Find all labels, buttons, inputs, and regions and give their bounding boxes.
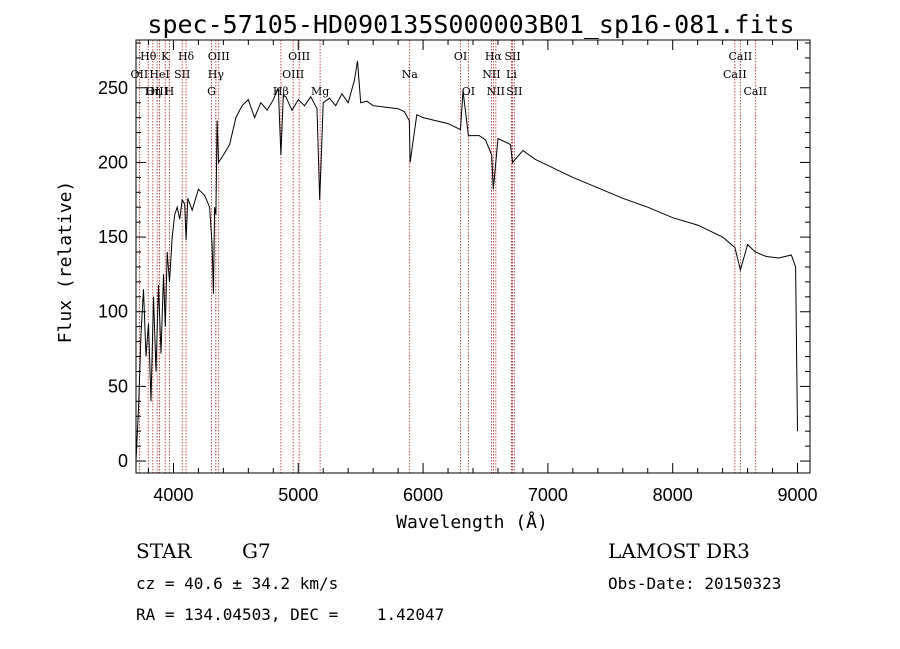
x-tick-label: 4000 — [153, 485, 193, 505]
spectral-line-label: CaII — [723, 68, 747, 81]
spectral-line-label: HeI — [149, 68, 169, 81]
spectral-line-label: Hβ — [273, 85, 289, 98]
y-tick-label: 150 — [98, 227, 128, 247]
spectral-line-label: OIII — [288, 50, 310, 63]
spectral-line-label: Mg — [311, 85, 329, 98]
y-tick-label: 0 — [118, 451, 128, 471]
plot-frame — [135, 39, 811, 474]
spectral-line-label: OI — [454, 50, 467, 63]
spectral-line-label: Hδ — [178, 50, 195, 63]
x-tick-label: 6000 — [403, 485, 443, 505]
spectral-line-label: OIII — [208, 50, 230, 63]
spectral-line-label: OI — [462, 85, 475, 98]
spectral-line-label: NII — [487, 85, 505, 98]
redshift-info: cz = 40.6 ± 34.2 km/s — [136, 574, 338, 593]
spectral-line-label: Hη — [145, 85, 161, 98]
coordinates-info: RA = 134.04503, DEC = 1.42047 — [136, 605, 444, 624]
spectral-line-label: Li — [506, 68, 517, 81]
y-axis-label: Flux (relative) — [55, 181, 76, 344]
spectral-line-label: SII — [504, 50, 520, 63]
spectral-line-label: H — [165, 85, 175, 98]
spectral-line-label: OIII — [282, 68, 304, 81]
y-tick-label: 250 — [98, 78, 128, 98]
spectral-line-label: NII — [482, 68, 500, 81]
x-axis-ticks: 4000 5000 6000 7000 8000 9000 — [147, 40, 818, 505]
spectral-line-label: K — [161, 50, 170, 63]
spectral-line-label: OII — [131, 68, 149, 81]
y-tick-label: 200 — [98, 152, 128, 172]
x-tick-label: 8000 — [653, 485, 693, 505]
y-axis-ticks: 0 50 100 150 200 250 — [98, 42, 810, 471]
spectral-line-label: OIII — [146, 85, 168, 98]
x-tick-label: 9000 — [777, 485, 817, 505]
spectral-line-markers — [138, 40, 756, 473]
spectral-line-label: Hα — [485, 50, 503, 63]
spectral-line-label: SII — [506, 85, 522, 98]
spectral-line-labels: Hθ OII OIII K HeI Hη SII H Hδ OIII Hγ G Hβ OIII OIII Mg… — [131, 50, 768, 98]
chart-title: spec-57105-HD090135S000003B01_sp16-081.f… — [147, 10, 794, 39]
x-tick-label: 7000 — [528, 485, 568, 505]
spectral-line-label: Hγ — [208, 68, 225, 81]
spectral-line-label: CaII — [729, 50, 753, 63]
object-subclass: G7 — [242, 539, 271, 563]
x-axis-label: Wavelength (Å) — [396, 511, 548, 533]
survey-name: LAMOST DR3 — [608, 539, 750, 563]
spectrum-line — [135, 60, 798, 462]
spectral-line-label: SII — [174, 68, 190, 81]
y-tick-label: 100 — [98, 302, 128, 322]
spectral-line-label: G — [207, 85, 216, 98]
x-tick-label: 5000 — [278, 485, 318, 505]
spectral-line-label: Hθ — [140, 50, 157, 63]
obs-date: Obs-Date: 20150323 — [608, 574, 781, 593]
y-tick-label: 50 — [108, 376, 128, 396]
object-type: STAR — [136, 539, 192, 563]
spectral-line-label: Na — [402, 68, 419, 81]
spectral-line-label: CaII — [743, 85, 767, 98]
